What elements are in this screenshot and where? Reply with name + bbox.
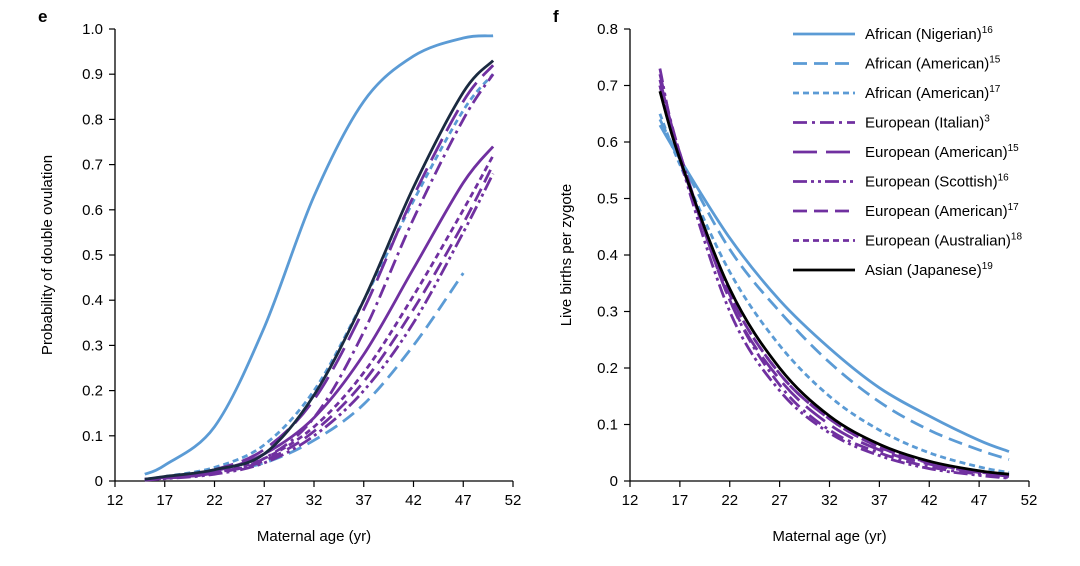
x-axis-label: Maternal age (yr) xyxy=(257,528,371,545)
x-axis-label: Maternal age (yr) xyxy=(772,528,886,545)
y-axis-label: Probability of double ovulation xyxy=(39,155,56,355)
y-tick-label: 0.1 xyxy=(597,417,618,434)
legend-entry-label: European (American)17 xyxy=(865,202,1019,220)
x-tick-label: 32 xyxy=(306,492,323,509)
y-tick-label: 0.5 xyxy=(82,247,103,264)
x-tick-label: 17 xyxy=(672,492,689,509)
y-tick-label: 0.1 xyxy=(82,428,103,445)
legend-entry-label: European (American)15 xyxy=(865,143,1019,161)
x-tick-label: 27 xyxy=(771,492,788,509)
legend-entry-label: European (Italian)3 xyxy=(865,114,990,132)
legend-superscript: 15 xyxy=(989,55,1001,66)
x-tick-label: 32 xyxy=(821,492,838,509)
x-tick-label: 17 xyxy=(156,492,173,509)
y-tick-label: 0.2 xyxy=(82,383,103,400)
chart-panel-e: e 12 17 22 27 32 37 42 47 52 0 0.1 0.2 0.3 0.4 0.5 0.6 0.… xyxy=(38,7,521,545)
series-line-7 xyxy=(658,85,1010,477)
x-tick-label: 52 xyxy=(505,492,522,509)
y-axis-label: Live births per zygote xyxy=(558,184,575,327)
legend-entry-label: European (Scottish)16 xyxy=(865,173,1009,191)
x-tick-label: 22 xyxy=(721,492,738,509)
y-tick-label: 0.6 xyxy=(82,202,103,219)
y-tick-label: 0.3 xyxy=(82,337,103,354)
legend-entry-label: Asian (Japanese)19 xyxy=(865,261,993,279)
y-tick-label: 0.8 xyxy=(597,21,618,38)
x-tick-label: 47 xyxy=(971,492,988,509)
x-tick-label: 52 xyxy=(1021,492,1038,509)
y-tick-label: 0.7 xyxy=(597,78,618,95)
series-line-9 xyxy=(658,90,1010,476)
y-tick-label: 1.0 xyxy=(82,21,103,38)
legend-entry-label: African (American)15 xyxy=(865,55,1001,73)
series-line-3 xyxy=(658,113,1010,474)
legend-superscript: 19 xyxy=(982,261,994,272)
chart-panel-f: f 12 17 22 27 32 37 42 47 52 0 0.1 0.2 0.3 0.4 0.5 0.6 0.… xyxy=(553,7,1037,545)
y-tick-label: 0 xyxy=(95,473,103,490)
legend-superscript: 3 xyxy=(984,114,990,125)
series-line-6 xyxy=(144,172,495,482)
x-tick-label: 27 xyxy=(256,492,273,509)
series-line-9 xyxy=(144,145,495,481)
legend-superscript: 17 xyxy=(1008,202,1020,213)
y-tick-label: 0.7 xyxy=(82,157,103,174)
legend-superscript: 16 xyxy=(998,173,1010,184)
legend-superscript: 16 xyxy=(982,25,994,36)
x-tick-label: 37 xyxy=(871,492,888,509)
legend-entry-label: African (American)17 xyxy=(865,84,1001,102)
x-tick-label: 42 xyxy=(405,492,422,509)
x-tick-label: 12 xyxy=(107,492,124,509)
y-tick-label: 0.3 xyxy=(597,304,618,321)
series-line-1 xyxy=(658,124,1010,453)
x-tick-label: 12 xyxy=(622,492,639,509)
y-tick-label: 0.9 xyxy=(82,66,103,83)
y-tick-label: 0.4 xyxy=(82,292,103,309)
legend-entry-label: African (Nigerian)16 xyxy=(865,25,993,43)
series-line-1 xyxy=(144,34,494,476)
x-tick-label: 42 xyxy=(921,492,938,509)
y-tick-label: 0.2 xyxy=(597,360,618,377)
panel-letter: f xyxy=(553,7,559,26)
y-tick-label: 0 xyxy=(610,473,618,490)
y-tick-label: 0.6 xyxy=(597,134,618,151)
series-line-10 xyxy=(144,59,495,481)
x-tick-label: 47 xyxy=(455,492,472,509)
y-tick-label: 0.5 xyxy=(597,191,618,208)
legend: African (Nigerian)16 African (American)15… xyxy=(793,25,1022,279)
y-tick-label: 0.8 xyxy=(82,111,103,128)
legend-superscript: 15 xyxy=(1008,143,1020,154)
legend-entry-label: European (Australian)18 xyxy=(865,232,1022,250)
legend-superscript: 18 xyxy=(1011,232,1023,243)
x-tick-label: 22 xyxy=(206,492,223,509)
series-line-8 xyxy=(144,154,495,481)
panel-letter: e xyxy=(38,7,47,26)
y-tick-label: 0.4 xyxy=(597,247,618,264)
x-tick-label: 37 xyxy=(355,492,372,509)
series-line-7 xyxy=(144,163,495,481)
legend-superscript: 17 xyxy=(989,84,1001,95)
series-line-2 xyxy=(658,118,1010,461)
